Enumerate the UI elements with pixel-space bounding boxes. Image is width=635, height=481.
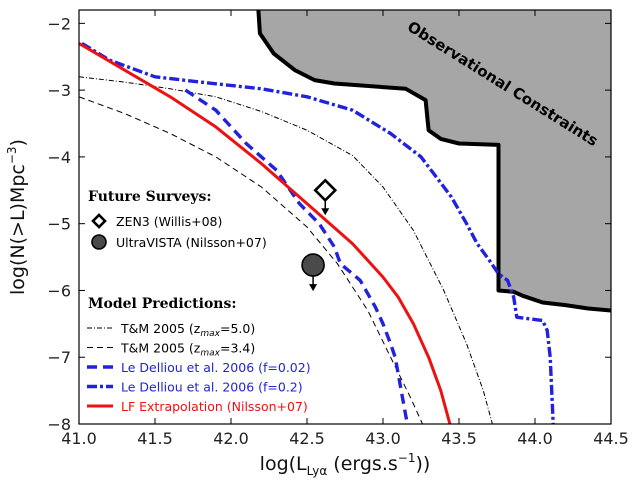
x-tick-label-1: 41.0 [61,429,97,448]
legend-survey-label-1: ZEN3 (Willis+08) [116,214,222,229]
legend-marker-survey-1 [91,213,107,229]
legend-series-label-1: T&M 2005 (zmax=5.0) [120,321,255,339]
legend-series-label-5: LF Extrapolation (Nilsson+07) [121,399,308,414]
legend-survey-label-2: UltraVISTA (Nilsson+07) [116,235,267,250]
y-tick-label-2: −7 [47,348,71,367]
observational-constraints-boundary [256,10,611,313]
x-tick-label-3: 42.0 [213,429,249,448]
x-tick-label-8: 44.5 [593,429,629,448]
upper-limit-arrowhead-1 [321,208,330,216]
y-tick-label-5: −4 [47,148,71,167]
x-tick-label-4: 42.5 [289,429,325,448]
legend-series-label-3: Le Delliou et al. 2006 (f=0.02) [121,360,311,375]
legend-series-label-4: Le Delliou et al. 2006 (f=0.2) [121,380,303,395]
plot-frame [78,9,612,425]
upper-limit-arrowhead-2 [309,284,318,292]
x-tick-label-7: 44.0 [517,429,553,448]
series-line-3 [184,88,409,424]
x-tick-label-6: 43.5 [441,429,477,448]
y-axis-label: log(N(>L)Mpc−3) [5,139,29,295]
future-surveys-title: Future Surveys: [88,189,212,205]
survey-marker-2 [301,253,325,277]
y-tick-label-6: −3 [47,81,71,100]
x-tick-label-2: 41.5 [137,429,173,448]
x-axis-label: log(LLyα (ergs.s−1)) [260,451,431,478]
legend-marker-survey-2 [91,234,107,250]
y-tick-label-1: −8 [47,415,71,434]
series-line-5 [79,42,452,424]
series-line-1 [79,76,493,424]
legend-series-label-2: T&M 2005 (zmax=3.4) [120,341,255,359]
y-tick-label-4: −5 [47,215,71,234]
y-tick-label-3: −6 [47,281,71,300]
x-tick-label-5: 43.0 [365,429,401,448]
y-tick-label-7: −2 [47,14,71,33]
observational-constraints-region [258,10,611,311]
model-predictions-title: Model Predictions: [88,296,237,312]
series-line-4 [81,41,555,424]
